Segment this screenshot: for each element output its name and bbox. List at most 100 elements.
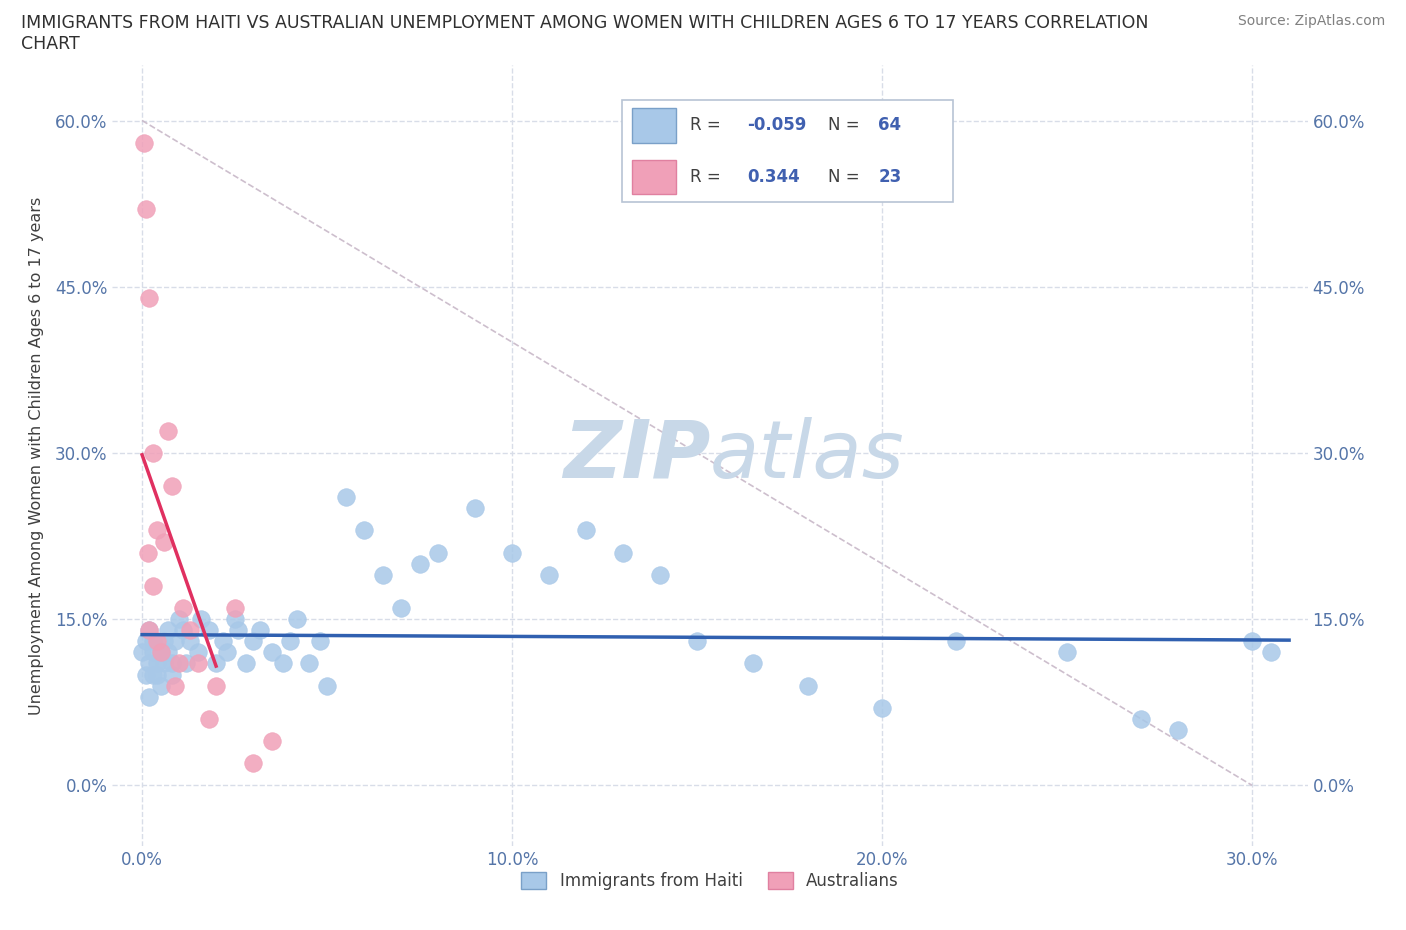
Point xyxy=(1130,711,1153,726)
Point xyxy=(271,656,294,671)
Point xyxy=(464,501,486,516)
Point xyxy=(371,567,394,582)
Point xyxy=(176,656,198,671)
Point xyxy=(165,634,187,649)
Point xyxy=(242,756,264,771)
Point xyxy=(135,634,157,649)
Text: atlas: atlas xyxy=(710,417,905,495)
Point xyxy=(197,623,219,638)
FancyBboxPatch shape xyxy=(621,100,953,203)
Point xyxy=(138,623,160,638)
Point xyxy=(136,545,159,560)
Point xyxy=(226,623,249,638)
Point xyxy=(153,656,176,671)
Text: IMMIGRANTS FROM HAITI VS AUSTRALIAN UNEMPLOYMENT AMONG WOMEN WITH CHILDREN AGES : IMMIGRANTS FROM HAITI VS AUSTRALIAN UNEM… xyxy=(21,14,1149,32)
Point xyxy=(160,479,183,494)
Point xyxy=(538,567,561,582)
Point xyxy=(235,656,257,671)
Point xyxy=(612,545,634,560)
Point xyxy=(205,656,228,671)
Legend: Immigrants from Haiti, Australians: Immigrants from Haiti, Australians xyxy=(515,865,905,897)
Point xyxy=(156,644,179,659)
Point xyxy=(160,667,183,682)
Text: R =: R = xyxy=(689,116,720,135)
Point xyxy=(142,445,165,460)
Point xyxy=(165,678,187,693)
Point xyxy=(686,634,709,649)
Point xyxy=(167,612,190,627)
Point xyxy=(575,523,598,538)
Text: 23: 23 xyxy=(879,167,901,186)
Point xyxy=(187,644,209,659)
Point xyxy=(146,634,169,649)
Text: Source: ZipAtlas.com: Source: ZipAtlas.com xyxy=(1237,14,1385,28)
Point xyxy=(335,490,357,505)
Point xyxy=(172,601,194,616)
Point xyxy=(167,656,190,671)
FancyBboxPatch shape xyxy=(633,109,676,142)
Point xyxy=(179,634,201,649)
Point xyxy=(156,423,179,438)
Point xyxy=(1167,723,1189,737)
Point xyxy=(308,634,330,649)
Point xyxy=(153,634,176,649)
Text: -0.059: -0.059 xyxy=(747,116,806,135)
Point xyxy=(316,678,339,693)
Point xyxy=(1260,644,1282,659)
Text: 64: 64 xyxy=(879,116,901,135)
Point xyxy=(138,290,160,305)
Point xyxy=(135,202,157,217)
Point xyxy=(146,667,169,682)
FancyBboxPatch shape xyxy=(633,160,676,194)
Point xyxy=(138,623,160,638)
Point xyxy=(224,612,246,627)
Text: 0.344: 0.344 xyxy=(747,167,800,186)
Point xyxy=(217,644,239,659)
Point xyxy=(297,656,319,671)
Point xyxy=(190,612,212,627)
Point xyxy=(146,523,169,538)
Point xyxy=(179,623,201,638)
Point xyxy=(131,644,153,659)
Point xyxy=(138,656,160,671)
Point xyxy=(741,656,763,671)
Point xyxy=(142,634,165,649)
Point xyxy=(138,689,160,704)
Point xyxy=(146,656,169,671)
Point xyxy=(172,623,194,638)
Point xyxy=(142,578,165,593)
Point xyxy=(142,644,165,659)
Point xyxy=(389,601,412,616)
Point xyxy=(212,634,235,649)
Text: R =: R = xyxy=(689,167,720,186)
Point xyxy=(260,644,283,659)
Text: N =: N = xyxy=(828,116,859,135)
Point xyxy=(249,623,271,638)
Point xyxy=(501,545,523,560)
Point xyxy=(156,623,179,638)
Point xyxy=(427,545,450,560)
Point xyxy=(135,667,157,682)
Point xyxy=(287,612,309,627)
Point xyxy=(132,135,155,150)
Point xyxy=(945,634,967,649)
Point xyxy=(149,678,172,693)
Point xyxy=(1241,634,1264,649)
Point xyxy=(353,523,375,538)
Point xyxy=(205,678,228,693)
Point xyxy=(153,534,176,549)
Point xyxy=(1056,644,1078,659)
Text: ZIP: ZIP xyxy=(562,417,710,495)
Point xyxy=(260,734,283,749)
Point xyxy=(408,556,430,571)
Point xyxy=(187,656,209,671)
Text: CHART: CHART xyxy=(21,35,80,53)
Point xyxy=(142,667,165,682)
Point xyxy=(224,601,246,616)
Point xyxy=(648,567,671,582)
Point xyxy=(160,656,183,671)
Point xyxy=(278,634,301,649)
Point xyxy=(242,634,264,649)
Point xyxy=(797,678,820,693)
Y-axis label: Unemployment Among Women with Children Ages 6 to 17 years: Unemployment Among Women with Children A… xyxy=(30,196,44,715)
